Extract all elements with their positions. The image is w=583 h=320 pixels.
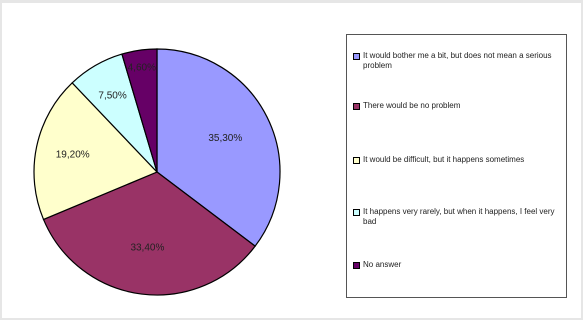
pie-slice (42, 171, 256, 296)
pie-slice (121, 48, 158, 173)
slice-label: 33,40% (130, 243, 164, 254)
chart-legend: It would bother me a bit, but does not m… (346, 34, 567, 298)
legend-label: It happens very rarely, but when it happ… (363, 207, 555, 226)
slice-label: 4,60% (128, 62, 156, 73)
slice-label: 7,50% (98, 90, 126, 101)
slice-label: 19,20% (56, 149, 90, 160)
legend-label: It would bother me a bit, but does not m… (363, 51, 552, 70)
legend-label: No answer (363, 260, 402, 269)
legend-label: There would be no problem (363, 101, 461, 110)
pie-slice (33, 82, 159, 221)
legend-item: It would be difficult, but it happens so… (353, 155, 559, 165)
legend-item: There would be no problem (353, 101, 559, 111)
legend-swatch (353, 103, 360, 110)
legend-item: No answer (353, 260, 559, 270)
legend-swatch (353, 157, 360, 164)
legend-item: It happens very rarely, but when it happ… (353, 207, 559, 227)
pie-slice (156, 48, 281, 248)
legend-swatch (353, 209, 360, 216)
legend-label: It would be difficult, but it happens so… (363, 155, 525, 164)
legend-swatch (353, 53, 360, 60)
legend-swatch (353, 262, 360, 269)
legend-item: It would bother me a bit, but does not m… (353, 51, 559, 71)
slice-label: 35,30% (208, 133, 242, 144)
